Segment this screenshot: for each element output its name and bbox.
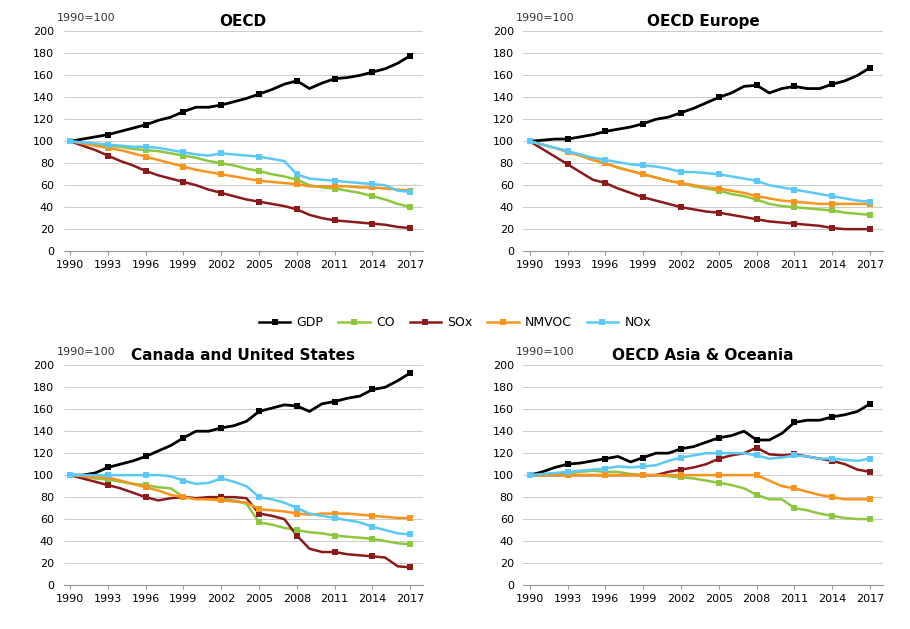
Title: OECD Europe: OECD Europe bbox=[647, 14, 760, 29]
Text: 1990=100: 1990=100 bbox=[516, 347, 575, 357]
Title: OECD Asia & Oceania: OECD Asia & Oceania bbox=[612, 348, 794, 363]
Text: 1990=100: 1990=100 bbox=[516, 13, 575, 23]
Title: Canada and United States: Canada and United States bbox=[131, 348, 355, 363]
Title: OECD: OECD bbox=[219, 14, 267, 29]
Text: 1990=100: 1990=100 bbox=[56, 347, 116, 357]
Legend: GDP, CO, SOx, NMVOC, NOx: GDP, CO, SOx, NMVOC, NOx bbox=[254, 311, 656, 335]
Text: 1990=100: 1990=100 bbox=[56, 13, 116, 23]
